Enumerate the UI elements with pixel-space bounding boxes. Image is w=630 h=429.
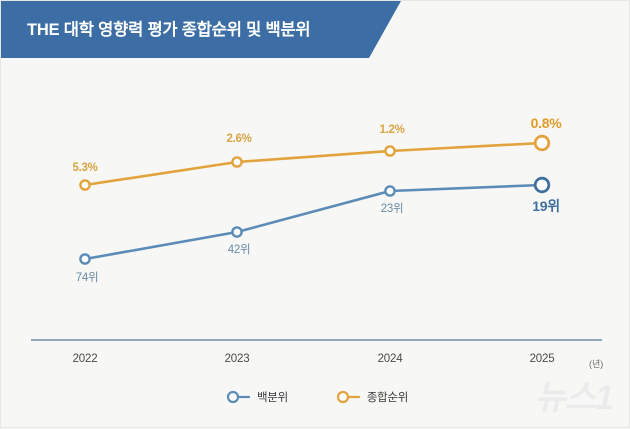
legend-marker-blue-icon: [226, 390, 251, 404]
blue-marker-2024[interactable]: [384, 185, 396, 197]
legend-item-percentile[interactable]: 백분위: [224, 389, 288, 405]
orange-point-label-2023: 2.6%: [226, 133, 252, 145]
orange-marker-2025[interactable]: [533, 134, 551, 152]
x-tick-2024: 2024: [377, 353, 403, 365]
x-tick-2023: 2023: [224, 353, 250, 365]
legend-marker-orange-icon: [336, 390, 360, 404]
x-axis-unit-label: (년): [589, 359, 604, 369]
blue-marker-2025[interactable]: [533, 176, 551, 194]
orange-point-label-2024: 1.2%: [379, 124, 405, 136]
blue-point-label-2022: 74위: [75, 272, 99, 284]
page-title: THE 대학 영향력 평가 종합순위 및 백분위: [27, 21, 311, 39]
watermark-news1: 뉴스1: [534, 379, 614, 417]
blue-marker-2023[interactable]: [231, 226, 243, 238]
x-tick-2025: 2025: [529, 353, 555, 365]
blue-point-label-2025: 19위: [532, 198, 560, 214]
orange-marker-2024[interactable]: [384, 145, 396, 157]
title-banner: [1, 1, 401, 58]
legend-item-overall-rank[interactable]: 종합순위: [334, 389, 408, 405]
blue-point-label-2023: 42위: [227, 244, 251, 256]
orange-marker-2022[interactable]: [79, 179, 91, 191]
legend-label-percentile: 백분위: [257, 392, 288, 404]
orange-series-line: [83, 141, 544, 187]
orange-point-label-2025: 0.8%: [530, 115, 562, 131]
x-tick-2022: 2022: [72, 353, 98, 365]
orange-point-label-2022: 5.3%: [72, 162, 98, 174]
legend-label-overall-rank: 종합순위: [366, 392, 408, 404]
blue-marker-2022[interactable]: [79, 253, 91, 265]
blue-series-line: [83, 183, 544, 261]
blue-point-label-2024: 23위: [380, 203, 404, 215]
chart-legend: 백분위 종합순위: [1, 389, 630, 405]
orange-marker-2023[interactable]: [231, 156, 243, 168]
